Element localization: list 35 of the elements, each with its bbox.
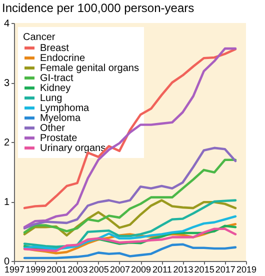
x-tick-label: 2009 <box>131 264 152 274</box>
x-tick-label: 2017 <box>215 264 236 274</box>
legend-label: Endocrine <box>40 53 86 64</box>
x-tick-label: 2013 <box>173 264 194 274</box>
legend-label: Breast <box>40 43 70 54</box>
x-tick-label: 1999 <box>26 264 46 274</box>
legend-label: Kidney <box>40 83 71 94</box>
x-tick-label: 1997 <box>4 264 25 274</box>
legend-label: Urinary organs <box>40 143 106 154</box>
y-tick-label: 1 <box>4 197 10 208</box>
legend-label: Myeloma <box>40 113 82 124</box>
x-tick-label: 2015 <box>194 264 214 274</box>
x-tick-label: 2001 <box>46 264 67 274</box>
legend-title: Cancer <box>23 32 56 43</box>
x-tick-label: 2011 <box>152 264 172 274</box>
y-tick-label: 4 <box>4 18 10 30</box>
y-tick-label: 2 <box>4 138 10 148</box>
legend-label: Lymphoma <box>40 103 90 114</box>
legend-label: Other <box>40 123 66 134</box>
y-tick-label: 3 <box>4 78 10 89</box>
line-series <box>23 215 237 250</box>
line-series <box>23 199 237 237</box>
line-series <box>23 199 237 248</box>
legend-label: Female genital organs <box>40 63 139 74</box>
chart-title: Incidence per 100,000 person-years <box>2 1 194 15</box>
legend-label: GI-tract <box>40 73 74 84</box>
x-tick-label: 2003 <box>68 264 88 274</box>
line-series <box>23 158 237 234</box>
x-tick-label: 2005 <box>88 264 109 274</box>
line-series <box>23 243 237 260</box>
x-tick-label: 2007 <box>110 264 130 274</box>
y-tick-label: 0 <box>4 256 10 268</box>
x-tick-label: 2019 <box>236 264 257 274</box>
legend-label: Prostate <box>40 133 78 144</box>
legend-label: Lung <box>40 93 62 104</box>
